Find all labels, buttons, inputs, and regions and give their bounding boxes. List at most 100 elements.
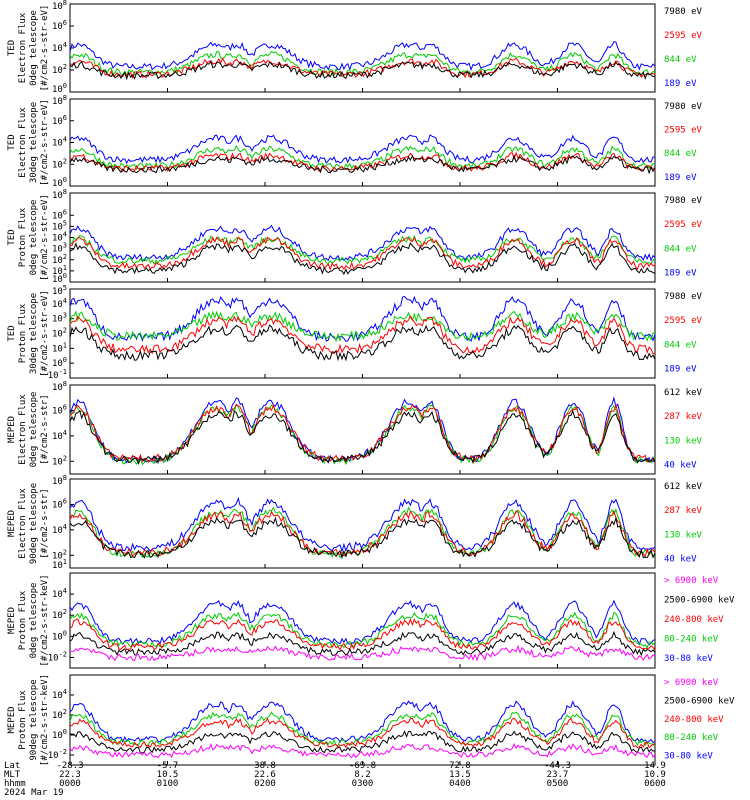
y-axis-label-line: 30deg telescope — [29, 293, 39, 374]
y-tick-label: 101 — [52, 264, 67, 277]
x-tick-mlt: 10.5 — [157, 770, 179, 780]
legend-entry: 7980 eV — [664, 102, 703, 112]
y-axis-label-line: Electron Flux — [18, 107, 28, 178]
legend-entry: 7980 eV — [664, 7, 703, 17]
legend-entry: 2595 eV — [664, 31, 703, 41]
x-tick-mlt: 10.9 — [644, 770, 666, 780]
y-axis-label-line: 90deg telescope — [29, 483, 39, 564]
y-tick-label: 108 — [52, 94, 67, 107]
legend-entry: > 6900 keV — [664, 576, 719, 586]
y-tick-label: 106 — [52, 208, 67, 221]
y-axis-label: MEPEDElectron Flux0deg telescope[#/cm2-s… — [7, 392, 50, 468]
series-trace — [69, 403, 656, 463]
y-axis-label-line: Proton Flux — [18, 207, 28, 267]
x-tick-hhmm: 0400 — [449, 779, 471, 789]
series-trace — [69, 599, 656, 646]
legend-entry: 2500-6900 keV — [664, 596, 735, 606]
y-tick-label: 105 — [52, 219, 67, 232]
series-trace — [69, 151, 656, 173]
y-axis-label-line: 0deg telescope — [29, 583, 39, 659]
x-tick-mlt: 22.6 — [254, 770, 276, 780]
y-axis-label: TEDProton Flux30deg telescope[#/cm2-s-st… — [7, 290, 50, 377]
y-axis-label: TEDElectron Flux0deg telescope[#/cm2-s-s… — [7, 5, 50, 92]
legend-entry: 189 eV — [664, 269, 697, 279]
y-tick-label: 104 — [52, 297, 67, 310]
y-tick-label: 104 — [52, 587, 67, 600]
series-trace — [69, 506, 656, 559]
series-trace — [69, 295, 656, 343]
series-trace — [69, 154, 656, 175]
y-axis-label: TEDElectron Flux30deg telescope[#/cm2-s-… — [7, 99, 50, 186]
y-axis-label-line: TED — [7, 40, 17, 56]
legend-entry: 30-80 keV — [664, 752, 713, 762]
y-axis-label-line: MEPED — [7, 607, 17, 634]
legend-entry: 612 keV — [664, 388, 703, 398]
y-axis-label-line: MEPED — [7, 510, 17, 537]
legend-entry: 287 keV — [664, 506, 703, 516]
x-tick-lat: -69.8 — [349, 761, 376, 771]
x-row-label: 2024 Mar 19 — [4, 788, 64, 798]
y-tick-label: 108 — [52, 188, 67, 201]
series-trace — [69, 496, 656, 553]
y-axis-label-line: Proton Flux — [18, 590, 28, 650]
y-tick-label: 106 — [52, 114, 67, 127]
legend-entry: 2595 eV — [664, 126, 703, 136]
x-tick-hhmm: 0500 — [547, 779, 569, 789]
legend-entry: 130 keV — [664, 531, 703, 541]
legend-entry: 2500-6900 keV — [664, 696, 735, 706]
y-axis-label-line: TED — [7, 229, 17, 245]
panel-frame — [69, 98, 656, 187]
legend-entry: 30-80 keV — [664, 654, 713, 664]
y-axis-label-line: [#/cm2-s-str] — [40, 488, 50, 558]
series-trace — [69, 41, 656, 72]
x-tick-mlt: 13.5 — [449, 770, 471, 780]
y-tick-label: 101 — [52, 558, 67, 571]
series-trace — [69, 700, 656, 744]
y-tick-label: 104 — [52, 41, 67, 54]
x-tick-lat: 14.9 — [644, 761, 666, 771]
x-tick-hhmm: 0000 — [59, 779, 81, 789]
series-trace — [69, 50, 656, 77]
y-tick-label: 103 — [52, 312, 67, 325]
y-tick-label: 100 — [52, 176, 67, 189]
y-tick-label: 106 — [52, 497, 67, 510]
y-tick-label: 104 — [52, 136, 67, 149]
x-row-label: MLT — [4, 770, 21, 780]
x-tick-lat: 38.8 — [254, 761, 276, 771]
y-tick-label: 100 — [52, 82, 67, 95]
x-tick-lat: -5.7 — [157, 761, 179, 771]
legend-entry: 844 eV — [664, 341, 697, 351]
y-axis-label-line: MEPED — [7, 706, 17, 733]
y-axis-label: TEDProton Flux0deg telescope[#/cm2-s-str… — [7, 194, 50, 281]
series-trace — [69, 224, 656, 262]
series-trace — [69, 509, 656, 558]
y-tick-label: 102 — [52, 608, 67, 621]
series-trace — [69, 742, 656, 759]
legend-entry: 189 eV — [664, 365, 697, 375]
series-trace — [69, 60, 656, 81]
y-tick-label: 10-2 — [48, 650, 67, 663]
y-tick-label: 102 — [52, 327, 67, 340]
y-axis-label-line: Proton Flux — [18, 303, 28, 363]
y-axis-label-line: [#/cm2-s-str] — [40, 394, 50, 464]
y-tick-label: 100 — [52, 272, 67, 285]
y-tick-label: 100 — [52, 629, 67, 642]
legend-entry: 287 keV — [664, 412, 703, 422]
y-axis-label-line: 0deg telescope — [29, 392, 39, 468]
legend-entry: > 6900 keV — [664, 678, 719, 688]
y-axis-label: MEPEDProton Flux0deg telescope[#/cm2-s-s… — [7, 574, 50, 666]
legend-entry: 189 eV — [664, 79, 697, 89]
series-trace — [69, 617, 656, 651]
y-axis-label: MEPEDProton Flux90deg telescope[#/cm2-s-… — [7, 674, 50, 766]
legend-entry: 130 keV — [664, 437, 703, 447]
y-tick-label: 108 — [52, 474, 67, 487]
y-tick-label: 102 — [52, 548, 67, 561]
series-trace — [69, 611, 656, 649]
x-tick-mlt: 22.3 — [59, 770, 81, 780]
legend-entry: 844 eV — [664, 149, 697, 159]
y-tick-label: 102 — [52, 454, 67, 467]
x-tick-mlt: 23.7 — [547, 770, 569, 780]
